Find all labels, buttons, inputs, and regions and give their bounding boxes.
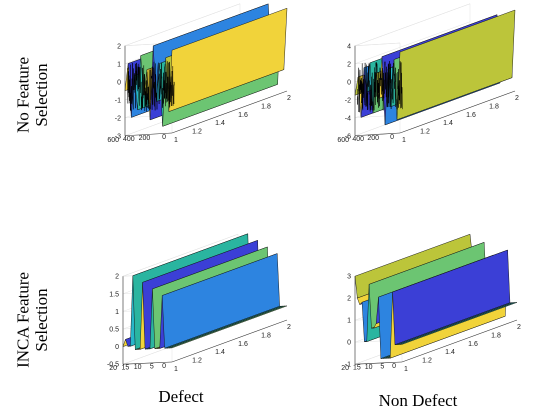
x-tick-label: 2 — [515, 95, 519, 102]
z-tick-label: 2 — [117, 43, 121, 50]
x-tick-label: 2 — [517, 324, 521, 331]
row-label-text: No FeatureSelection — [13, 57, 51, 133]
z-tick-label: -2 — [345, 97, 351, 104]
row-label-inca-feature-selection: INCA FeatureSelection — [13, 272, 51, 368]
y-tick-label: 5 — [380, 364, 384, 371]
y-tick-label: 0 — [162, 363, 166, 370]
x-axis — [399, 90, 516, 134]
row-label-line: Selection — [32, 288, 51, 352]
row-label-line: INCA Feature — [13, 272, 32, 368]
x-tick-label: 1.4 — [445, 349, 455, 356]
y-tick-label: 400 — [123, 136, 135, 143]
z-tick-label: 0 — [347, 340, 351, 347]
x-tick-label: 1.6 — [468, 341, 478, 348]
x-tick-label: 1.6 — [466, 112, 476, 119]
column-label-defect: Defect — [158, 387, 204, 406]
z-tick-label: 1 — [115, 309, 119, 316]
surface-sheet — [399, 302, 518, 345]
surface-sheet — [396, 9, 516, 120]
x-tick-label: 1.2 — [192, 129, 202, 136]
row-label-line: Selection — [32, 63, 51, 127]
y-axis — [354, 361, 403, 365]
z-tick-label: 0 — [117, 79, 121, 86]
y-tick-label: 200 — [139, 135, 151, 142]
x-tick-label: 1.4 — [215, 120, 225, 127]
z-tick-label: 1 — [117, 61, 121, 68]
x-tick-label: 1.2 — [422, 358, 432, 365]
surface-sheet — [169, 305, 288, 349]
x-tick-label: 1.2 — [192, 358, 202, 365]
y-tick-label: 600 — [107, 137, 119, 144]
x-tick-label: 1.8 — [491, 332, 501, 339]
x-tick-label: 1 — [402, 137, 406, 144]
y-tick-label: 20 — [109, 365, 117, 372]
z-tick-label: -4 — [345, 115, 351, 122]
z-tick-label: 1.5 — [109, 291, 119, 298]
y-tick-label: 0 — [162, 134, 166, 141]
x-tick-label: 1.6 — [238, 112, 248, 119]
x-tick-label: 1.8 — [261, 103, 271, 110]
z-tick-label: 2 — [115, 274, 119, 281]
z-tick-label: -3 — [115, 133, 121, 140]
y-tick-label: 15 — [121, 365, 129, 372]
column-label-non-defect: Non Defect — [379, 391, 458, 410]
row-label-text: INCA FeatureSelection — [13, 272, 51, 368]
x-tick-label: 2 — [287, 95, 291, 102]
y-tick-label: 5 — [150, 364, 154, 371]
x-axis — [171, 319, 288, 363]
x-tick-label: 1.8 — [261, 332, 271, 339]
z-tick-label: 2 — [347, 296, 351, 303]
z-tick-label: 0 — [347, 79, 351, 86]
y-axis — [122, 361, 173, 365]
signal-trace — [127, 61, 175, 112]
z-tick-label: 0 — [115, 344, 119, 351]
x-tick-label: 1.6 — [238, 341, 248, 348]
y-axis — [124, 132, 173, 137]
y-tick-label: 20 — [341, 365, 349, 372]
z-tick-label: -6 — [345, 133, 351, 140]
signal-trace — [357, 61, 403, 113]
panel-no-feature-defect: 1.2 1.4 1.6 1.8 2 1 0 200 400 600-3 -2 -1 0 1 2 — [107, 3, 291, 144]
row-label-no-feature-selection: No FeatureSelection — [13, 57, 51, 133]
y-tick-label: 200 — [367, 135, 379, 142]
z-tick-label: 2 — [347, 61, 351, 68]
z-tick-label: 3 — [347, 274, 351, 281]
y-tick-label: 15 — [353, 365, 361, 372]
z-tick-label: -0.5 — [107, 362, 119, 369]
z-tick-label: -1 — [115, 97, 121, 104]
y-tick-label: 0 — [390, 134, 394, 141]
x-axis — [401, 319, 518, 363]
y-tick-label: 600 — [337, 137, 349, 144]
x-tick-label: 1.2 — [420, 129, 430, 136]
y-axis — [354, 132, 401, 137]
z-tick-label: 0.5 — [109, 327, 119, 334]
z-tick-label: -1 — [345, 362, 351, 369]
y-tick-label: 400 — [352, 136, 364, 143]
z-tick-label: 4 — [347, 43, 351, 50]
y-tick-label: 10 — [134, 364, 142, 371]
x-axis — [171, 90, 288, 134]
x-tick-label: 1 — [404, 366, 408, 373]
z-tick-label: -2 — [115, 115, 121, 122]
x-tick-label: 1.4 — [443, 120, 453, 127]
x-tick-label: 2 — [287, 324, 291, 331]
y-tick-label: 0 — [392, 363, 396, 370]
x-tick-label: 1.8 — [489, 103, 499, 110]
row-label-line: No Feature — [13, 57, 32, 133]
x-tick-label: 1 — [174, 137, 178, 144]
x-tick-label: 1.4 — [215, 349, 225, 356]
z-tick-label: 1 — [347, 318, 351, 325]
x-tick-label: 1 — [174, 366, 178, 373]
y-tick-label: 10 — [365, 364, 373, 371]
